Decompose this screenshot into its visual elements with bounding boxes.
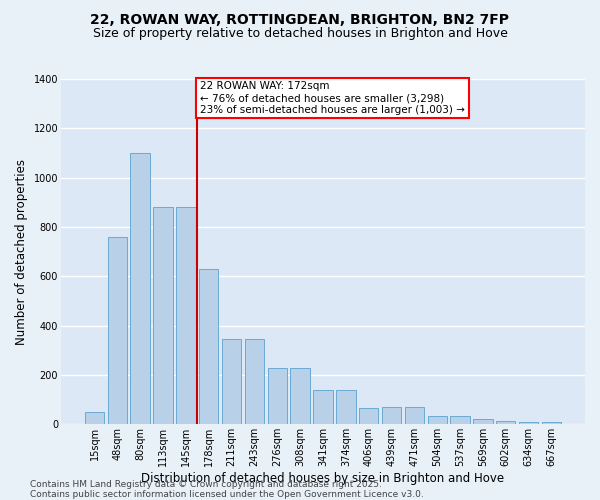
Bar (451, 416, 470, 424)
Bar (473, 419, 493, 424)
Bar (542, 422, 561, 424)
Bar (107, 237, 127, 424)
Bar (245, 339, 264, 424)
Bar (496, 420, 515, 424)
Text: 22 ROWAN WAY: 172sqm
← 76% of detached houses are smaller (3,298)
23% of semi-de: 22 ROWAN WAY: 172sqm ← 76% of detached h… (200, 82, 465, 114)
Text: 22, ROWAN WAY, ROTTINGDEAN, BRIGHTON, BN2 7FP: 22, ROWAN WAY, ROTTINGDEAN, BRIGHTON, BN… (91, 12, 509, 26)
Bar (519, 422, 538, 424)
X-axis label: Distribution of detached houses by size in Brighton and Hove: Distribution of detached houses by size … (142, 472, 505, 485)
Bar (85, 412, 104, 424)
Bar (222, 339, 241, 424)
Bar (404, 407, 424, 424)
Text: Size of property relative to detached houses in Brighton and Hove: Size of property relative to detached ho… (92, 28, 508, 40)
Bar (313, 390, 332, 424)
Bar (290, 368, 310, 424)
Bar (428, 416, 447, 424)
Text: Contains HM Land Registry data © Crown copyright and database right 2025.
Contai: Contains HM Land Registry data © Crown c… (30, 480, 424, 499)
Bar (382, 407, 401, 424)
Bar (336, 390, 356, 424)
Bar (268, 368, 287, 424)
Bar (130, 153, 150, 424)
Bar (359, 408, 379, 424)
Bar (154, 208, 173, 424)
Y-axis label: Number of detached properties: Number of detached properties (15, 158, 28, 344)
Bar (176, 208, 196, 424)
Bar (199, 269, 218, 424)
